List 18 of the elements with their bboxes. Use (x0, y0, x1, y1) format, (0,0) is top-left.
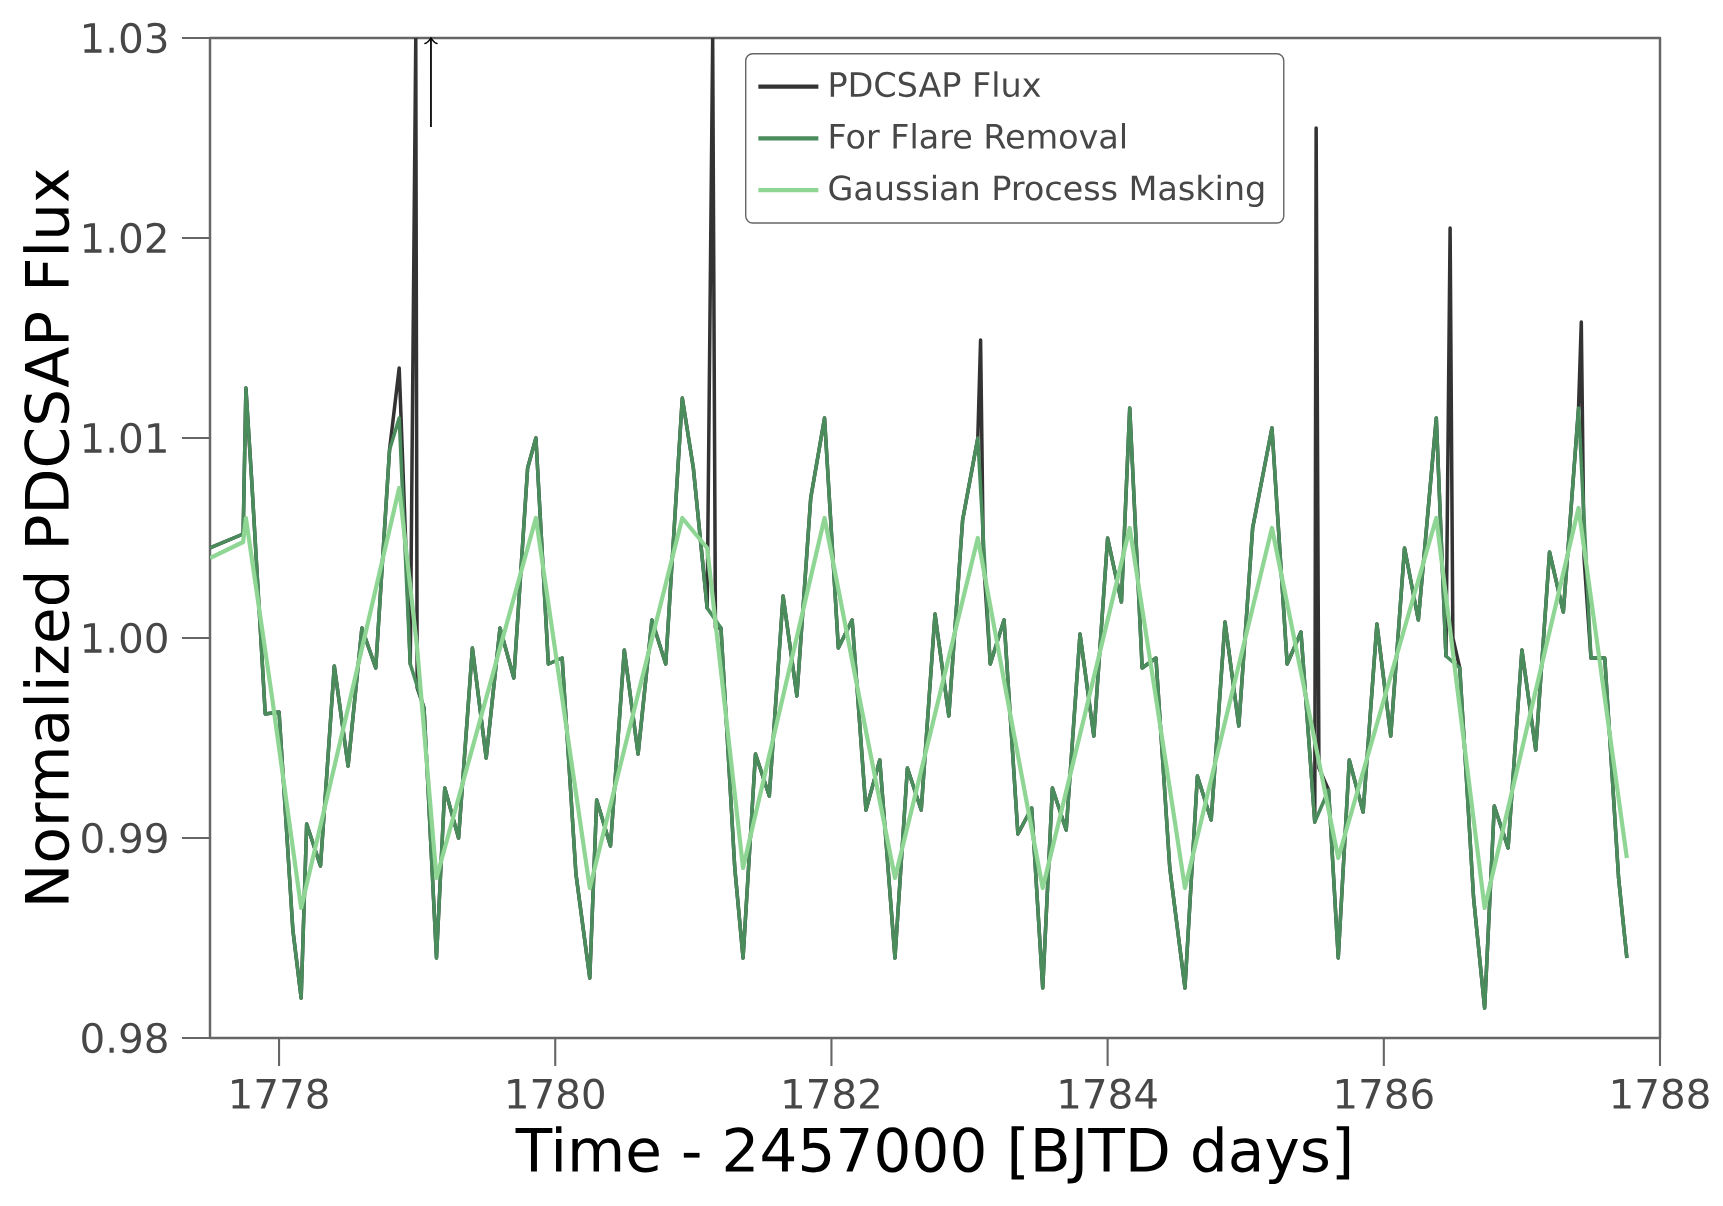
legend-label: For Flare Removal (830, 123, 1125, 149)
y-tick-label: 1.00 (83, 622, 167, 654)
y-tick-label: 1.01 (83, 422, 166, 454)
x-tick-label: 1782 (784, 1078, 879, 1110)
x-tick-label: 1784 (1060, 1078, 1157, 1110)
x-tick-label: 1786 (1336, 1078, 1433, 1110)
x-tick-label: 1788 (1613, 1078, 1709, 1110)
x-tick-label: 1780 (508, 1078, 604, 1110)
x-axis-title: Time - 2457000 [BJTD days] (515, 1126, 1350, 1184)
y-tick-label: 1.02 (83, 222, 166, 254)
y-axis-title: Normalized PDCSAP Flux (23, 169, 70, 903)
y-tick-label: 1.03 (83, 22, 167, 54)
legend-label: PDCSAP Flux (830, 71, 1041, 98)
x-tick-label: 1778 (232, 1078, 328, 1110)
y-tick-label: 0.99 (82, 822, 167, 854)
y-tick-label: 0.98 (82, 1022, 167, 1054)
line-series (210, 485, 1629, 911)
legend-label: Gaussian Process Masking (829, 174, 1264, 208)
